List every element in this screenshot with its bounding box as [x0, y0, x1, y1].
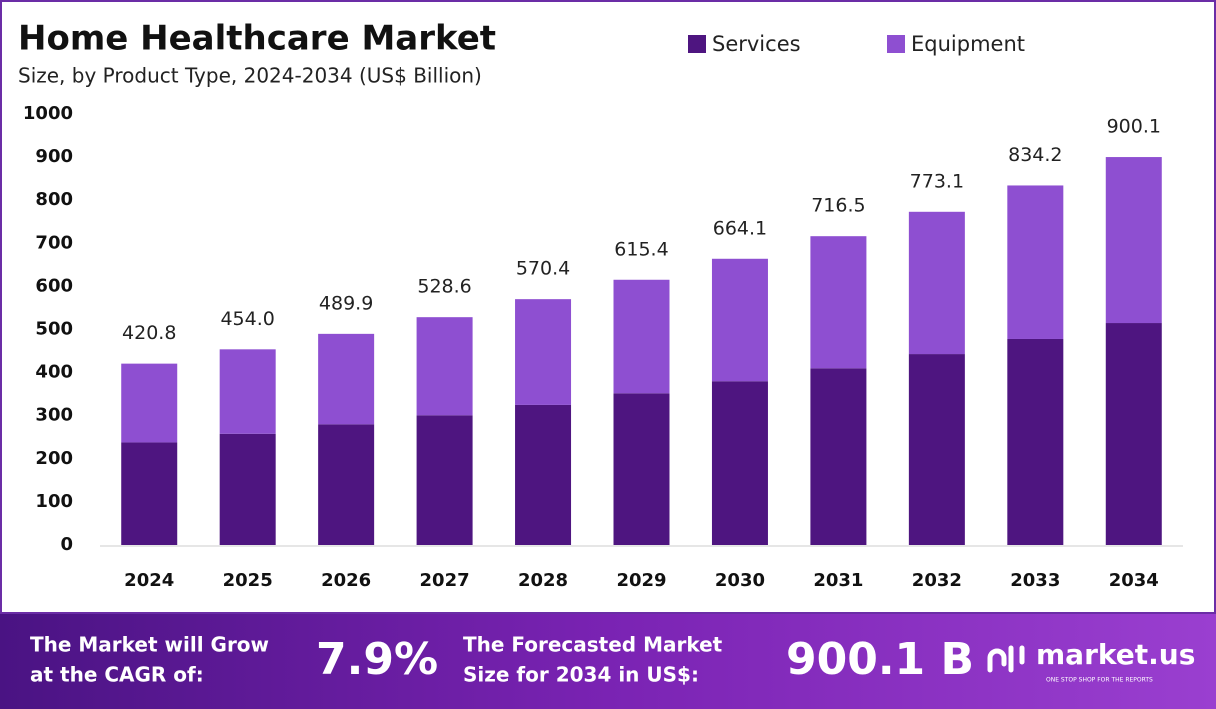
total-label: 570.4 [516, 258, 570, 280]
total-label: 900.1 [1107, 116, 1161, 138]
x-tick-label: 2033 [1010, 570, 1060, 591]
x-tick-label: 2031 [813, 570, 863, 591]
bar-segment [613, 393, 670, 545]
total-label: 716.5 [811, 195, 865, 217]
y-tick-label: 800 [35, 189, 73, 210]
bar-segment [219, 433, 276, 545]
bar-segment [1007, 185, 1064, 339]
x-tick-label: 2034 [1109, 570, 1159, 591]
bar-segment [121, 442, 178, 545]
bar-segment [711, 258, 768, 382]
y-tick-label: 500 [35, 319, 73, 340]
x-tick-label: 2027 [420, 570, 470, 591]
y-tick-label: 400 [35, 362, 73, 383]
legend-swatch [688, 35, 706, 53]
plot: 0 100 200 300 400 500 600 700 800 900 1000 420.8 202… [23, 103, 1183, 591]
x-tick-label: 2032 [912, 570, 962, 591]
y-tick-label: 0 [60, 534, 73, 555]
y-tick-label: 200 [35, 448, 73, 469]
bar-segment [515, 404, 572, 545]
chart-subtitle: Size, by Product Type, 2024-2034 (US$ Bi… [18, 64, 482, 88]
bar-segment [416, 415, 473, 545]
total-label: 615.4 [614, 238, 668, 260]
bar-segment [908, 354, 965, 545]
logo-tagline: ONE STOP SHOP FOR THE REPORTS [1046, 677, 1153, 684]
total-label: 420.8 [122, 322, 176, 344]
chart-title: Home Healthcare Market [18, 19, 496, 59]
bar-segment [318, 424, 375, 545]
footer-text: Size for 2034 in US$: [463, 663, 699, 687]
legend-label: Services [712, 32, 801, 56]
bar-segment [1105, 323, 1162, 545]
x-tick-label: 2026 [321, 570, 371, 591]
y-tick-label: 100 [35, 491, 73, 512]
total-label: 834.2 [1008, 144, 1062, 166]
bar-segment [810, 368, 867, 545]
x-tick-label: 2024 [124, 570, 174, 591]
total-label: 664.1 [713, 217, 767, 239]
bar-segment [515, 299, 572, 405]
footer-band [0, 614, 1216, 709]
y-tick-label: 900 [35, 146, 73, 167]
bar-segment [711, 381, 768, 545]
bar-segment [1105, 157, 1162, 324]
y-tick-label: 1000 [23, 103, 73, 124]
bar-segment [121, 363, 178, 443]
legend: Services Equipment [688, 32, 1025, 56]
total-label: 528.6 [417, 276, 471, 298]
bar-segment [416, 317, 473, 416]
footer-text: at the CAGR of: [30, 663, 204, 687]
bar-segment [1007, 338, 1064, 545]
logo-icon [987, 645, 1025, 673]
total-label: 489.9 [319, 292, 373, 314]
footer-text: The Market will Grow [30, 633, 269, 657]
y-tick-label: 300 [35, 405, 73, 426]
x-tick-label: 2030 [715, 570, 765, 591]
y-tick-label: 700 [35, 232, 73, 253]
legend-swatch [887, 35, 905, 53]
bar-segment [219, 349, 276, 434]
logo-text: market.us [1036, 638, 1195, 671]
x-tick-label: 2025 [223, 570, 273, 591]
bar-segment [810, 236, 867, 369]
bar-segment [908, 211, 965, 355]
forecast-value: 900.1 B [786, 634, 974, 685]
legend-label: Equipment [911, 32, 1025, 56]
bar-segment [613, 279, 670, 394]
bar-segment [318, 333, 375, 425]
cagr-value: 7.9% [316, 634, 438, 685]
footer-text: The Forecasted Market [463, 633, 723, 657]
total-label: 773.1 [910, 170, 964, 192]
x-tick-label: 2029 [616, 570, 666, 591]
x-tick-label: 2028 [518, 570, 568, 591]
total-label: 454.0 [220, 308, 274, 330]
y-tick-label: 600 [35, 275, 73, 296]
